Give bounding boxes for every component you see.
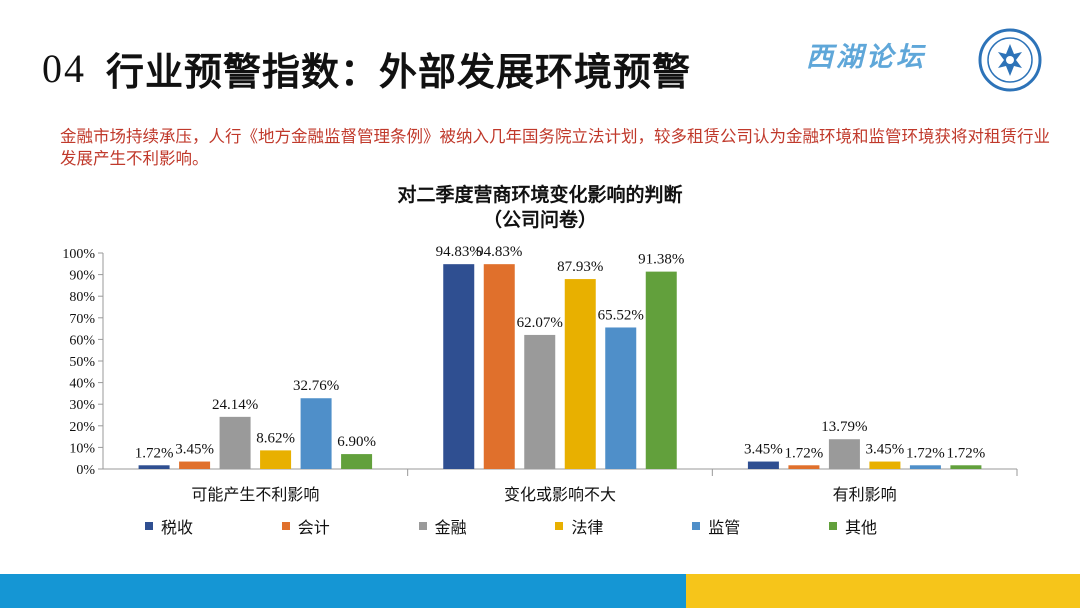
y-tick-label: 90% (69, 269, 95, 284)
y-tick-label: 10% (69, 441, 95, 456)
legend-label: 其他 (844, 518, 877, 537)
bar-监管 (909, 465, 941, 469)
legend-label: 税收 (161, 518, 194, 537)
bar-会计 (788, 465, 820, 469)
legend-swatch (418, 522, 427, 530)
bar-法律 (869, 461, 901, 469)
footer-yellow-band (686, 574, 1080, 608)
legend-item: 税收 (145, 514, 281, 538)
x-category-label: 变化或影响不大 (504, 485, 616, 504)
y-tick-label: 20% (69, 420, 95, 435)
data-label: 65.52% (598, 307, 644, 323)
intro-paragraph: 金融市场持续承压，人行《地方金融监督管理条例》被纳入几年国务院立法计划，较多租赁… (60, 127, 1050, 168)
data-label: 24.14% (212, 397, 258, 413)
data-label: 3.45% (866, 442, 905, 458)
legend-swatch (692, 522, 701, 530)
y-tick-label: 30% (69, 398, 95, 413)
legend-swatch (555, 522, 564, 530)
bar-其他 (341, 454, 373, 469)
bar-金融 (828, 439, 860, 469)
data-label: 1.72% (906, 445, 945, 461)
legend-item: 会计 (281, 514, 418, 538)
bar-会计 (483, 264, 515, 469)
chart-legend: 税收 会计 金融 法律 监管 其他 (145, 514, 965, 538)
data-label: 32.76% (293, 378, 339, 394)
bar-金融 (524, 334, 556, 469)
data-label: 94.83% (436, 244, 482, 260)
bar-其他 (950, 465, 982, 469)
y-tick-label: 70% (69, 312, 95, 327)
data-label: 1.72% (947, 445, 986, 461)
footer-blue-band (0, 574, 686, 608)
data-label: 13.79% (821, 419, 867, 435)
bar-法律 (260, 450, 292, 469)
legend-item: 监管 (692, 514, 828, 538)
bar-其他 (645, 271, 677, 469)
x-category-label: 可能产生不利影响 (191, 485, 319, 504)
bar-监管 (605, 327, 637, 469)
y-tick-label: 100% (62, 247, 95, 262)
section-number: 04 (42, 45, 86, 91)
y-tick-label: 80% (69, 290, 95, 305)
legend-swatch (145, 522, 153, 530)
bar-监管 (300, 398, 332, 469)
data-label: 1.72% (785, 445, 824, 461)
legend-label: 会计 (297, 518, 330, 537)
legend-item: 其他 (828, 514, 965, 538)
legend-label: 法律 (571, 518, 604, 537)
forum-seal-logo (978, 28, 1042, 92)
bar-金融 (219, 416, 251, 469)
chart-subtitle: （公司问卷） (482, 209, 597, 231)
legend-item: 金融 (418, 514, 555, 538)
bar-会计 (179, 461, 211, 469)
data-label: 62.07% (517, 315, 563, 331)
chart-title-main: 对二季度营商环境变化影响的判断 (397, 184, 683, 206)
data-label: 8.62% (256, 430, 295, 446)
data-label: 3.45% (175, 442, 214, 458)
legend-swatch (828, 522, 837, 530)
legend-swatch (281, 522, 290, 530)
section-title: 行业预警指数：外部发展环境预警 (106, 49, 692, 94)
bar-chart: 0% 10% 20% 30% 40% 50% 60% 70% 80% 90% 100% 可能产生不利影… (62, 244, 1018, 504)
data-label: 3.45% (744, 442, 783, 458)
data-label: 91.38% (638, 252, 684, 268)
data-label: 94.83% (476, 244, 522, 260)
legend-label: 监管 (708, 518, 741, 537)
bar-税收 (747, 461, 779, 469)
y-tick-label: 60% (69, 333, 95, 348)
bar-税收 (138, 465, 170, 469)
chart-title: 对二季度营商环境变化影响的判断 （公司问卷） (300, 183, 780, 233)
y-tick-label: 50% (69, 355, 95, 370)
data-label: 87.93% (557, 259, 603, 275)
forum-logo-text: 西湖论坛 (806, 42, 926, 73)
bar-法律 (564, 279, 596, 469)
legend-label: 金融 (434, 518, 467, 537)
data-label: 1.72% (135, 445, 174, 461)
y-tick-label: 0% (76, 463, 95, 478)
page-title: 04 行业预警指数：外部发展环境预警 (42, 38, 691, 98)
data-label: 6.90% (337, 434, 376, 450)
bar-税收 (443, 264, 475, 469)
x-category-label: 有利影响 (833, 485, 897, 504)
y-tick-label: 40% (69, 377, 95, 392)
legend-item: 法律 (555, 514, 691, 538)
